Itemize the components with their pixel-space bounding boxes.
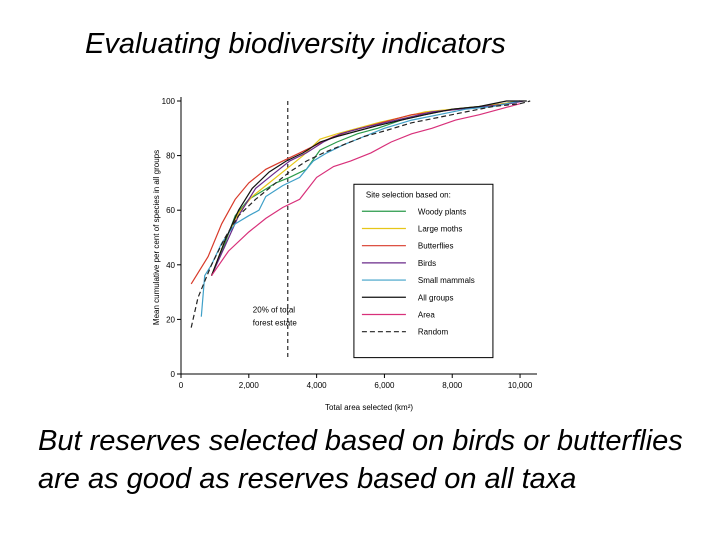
legend-title: Site selection based on: [366,190,451,199]
x-tick-label: 10,000 [508,381,533,390]
y-axis-title: Mean cumulative per cent of species in a… [152,150,161,325]
y-tick-label: 40 [166,261,175,270]
series-line-random [190,100,531,328]
x-tick-label: 6,000 [374,381,395,390]
y-tick-label: 60 [166,206,175,215]
x-tick-label: 0 [179,381,184,390]
legend-label-birds: Birds [418,259,436,268]
y-tick-label: 80 [166,152,175,161]
y-tick-label: 20 [166,315,175,324]
series-line-birds [210,100,524,276]
legend-label-small-mammals: Small mammals [418,276,475,285]
series-line-all-groups [210,100,527,276]
legend-label-all-groups: All groups [418,293,454,302]
y-tick-label: 100 [162,97,176,106]
x-tick-label: 8,000 [442,381,463,390]
x-axis-title: Total area selected (km²) [325,403,413,412]
plot-area: 20% of total forest estate [190,100,531,358]
legend-label-random: Random [418,328,449,337]
legend-label-area: Area [418,310,435,319]
y-tick-label: 0 [171,370,176,379]
axes: 0 20 40 60 80 100 0 2,000 4,000 6,000 8,000 10,000 T… [152,97,537,412]
x-tick-label: 4,000 [307,381,328,390]
annotation-line-1: 20% of total [253,306,295,315]
series-line-area [211,103,521,277]
legend-label-large-moths: Large moths [418,224,462,233]
legend: Site selection based on: Woody plants Larg… [353,183,494,359]
legend-label-woody-plants: Woody plants [418,207,466,216]
annotation-line-2: forest estate [253,318,298,327]
legend-label-butterflies: Butterflies [418,242,454,251]
biodiversity-line-chart: 20% of total forest estate 0 20 40 60 80 100 0 2… [152,97,537,412]
slide-body-text: But reserves selected based on birds or … [38,425,683,495]
x-tick-label: 2,000 [239,381,260,390]
series-line-small-mammals [200,100,521,317]
legend-box [353,183,494,359]
slide-title: Evaluating biodiversity indicators [85,28,506,60]
